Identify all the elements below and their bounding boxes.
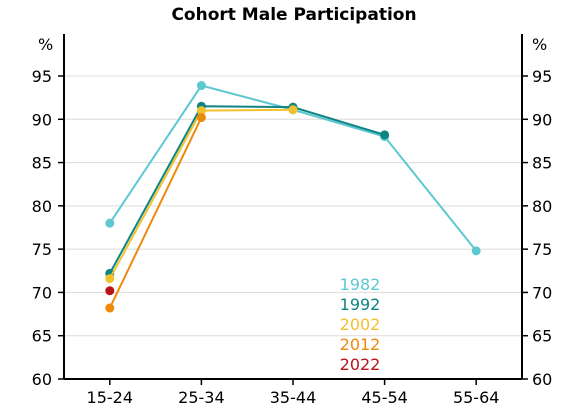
y-tick-label-right: 90	[532, 110, 552, 129]
legend-entry-1992: 1992	[340, 295, 381, 314]
series-line-2002	[108, 108, 294, 280]
y-tick-label-right: 70	[532, 283, 552, 302]
y-unit-right: %	[532, 35, 547, 54]
data-point-2012	[196, 113, 206, 123]
legend-entry-2002: 2002	[340, 315, 381, 334]
y-tick-label-left: 80	[32, 197, 52, 216]
x-tick-label: 15-24	[87, 388, 134, 407]
chart-title: Cohort Male Participation	[171, 5, 416, 25]
y-tick-label-left: 90	[32, 110, 52, 129]
y-tick-label-right: 80	[532, 197, 552, 216]
legend-entry-2022: 2022	[340, 355, 381, 374]
y-axis-left-ticks: 60 65 70 75 80 85 90 95	[32, 67, 64, 389]
data-point-1982	[105, 218, 115, 228]
series-line-2012	[108, 117, 203, 309]
gridlines	[64, 75, 522, 337]
series-line-1992	[108, 105, 385, 274]
y-tick-label-left: 75	[32, 240, 52, 259]
data-point-1982	[196, 81, 206, 91]
x-tick-label: 25-34	[178, 388, 225, 407]
y-tick-label-right: 60	[532, 370, 552, 389]
data-point-1992	[380, 130, 390, 140]
x-tick-label: 35-44	[270, 388, 317, 407]
data-point-1982	[471, 246, 481, 256]
data-point-2002	[105, 274, 115, 284]
x-tick-label: 45-54	[361, 388, 408, 407]
y-tick-label-left: 85	[32, 154, 52, 173]
data-point-2002	[196, 106, 206, 116]
x-axis-ticks: 15-24 25-34 35-44 45-54 55-64	[87, 379, 500, 407]
legend-entry-1982: 1982	[340, 275, 381, 294]
y-tick-label-left: 95	[32, 67, 52, 86]
data-point-2002	[288, 105, 298, 115]
series-lines	[105, 81, 481, 313]
data-point-2012	[105, 303, 115, 313]
y-tick-label-right: 65	[532, 327, 552, 346]
data-point-2022	[105, 286, 115, 296]
y-tick-label-left: 60	[32, 370, 52, 389]
y-unit-left: %	[38, 35, 53, 54]
y-axis-right-ticks: 60 65 70 75 80 85 90 95	[522, 67, 552, 389]
axes	[63, 34, 523, 380]
y-tick-label-left: 70	[32, 283, 52, 302]
y-tick-label-right: 75	[532, 240, 552, 259]
x-tick-label: 55-64	[453, 388, 500, 407]
y-tick-label-right: 95	[532, 67, 552, 86]
y-tick-label-right: 85	[532, 154, 552, 173]
y-tick-label-left: 65	[32, 327, 52, 346]
legend-entry-2012: 2012	[340, 335, 381, 354]
